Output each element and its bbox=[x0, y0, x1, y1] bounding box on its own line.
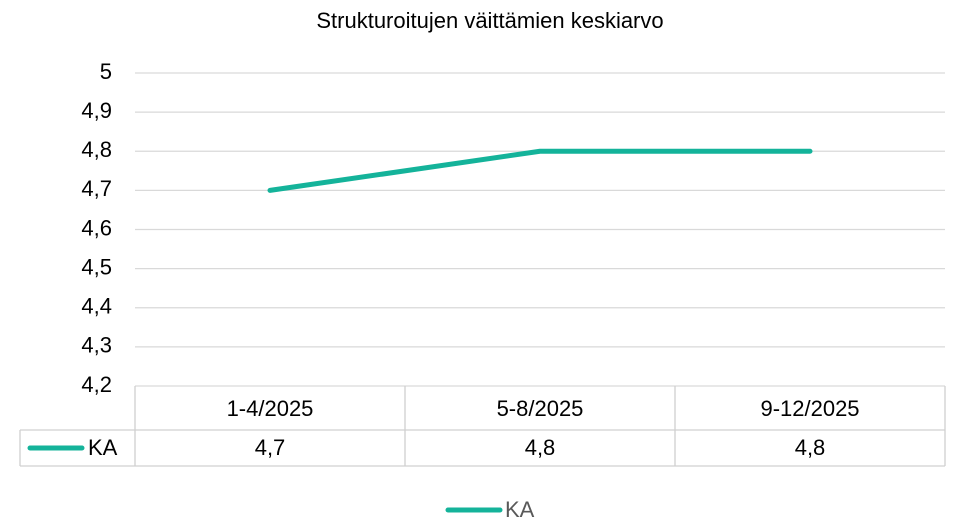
y-tick-label: 4,4 bbox=[81, 294, 112, 319]
table-value: 4,8 bbox=[795, 435, 826, 460]
chart-title: Strukturoitujen väittämien keskiarvo bbox=[316, 8, 663, 33]
legend-label: KA bbox=[505, 497, 535, 522]
y-tick-label: 4,7 bbox=[81, 176, 112, 201]
y-tick-label: 5 bbox=[100, 59, 112, 84]
y-tick-label: 4,6 bbox=[81, 215, 112, 240]
y-tick-label: 4,2 bbox=[81, 372, 112, 397]
y-tick-label: 4,9 bbox=[81, 98, 112, 123]
table-value: 4,7 bbox=[255, 435, 286, 460]
x-tick-label: 5-8/2025 bbox=[497, 396, 584, 421]
table-row-label: KA bbox=[88, 435, 118, 460]
y-tick-label: 4,8 bbox=[81, 137, 112, 162]
y-tick-label: 4,3 bbox=[81, 333, 112, 358]
y-tick-label: 4,5 bbox=[81, 254, 112, 279]
line-series bbox=[267, 148, 813, 193]
x-tick-label: 9-12/2025 bbox=[760, 396, 859, 421]
table-value: 4,8 bbox=[525, 435, 556, 460]
x-tick-label: 1-4/2025 bbox=[227, 396, 314, 421]
